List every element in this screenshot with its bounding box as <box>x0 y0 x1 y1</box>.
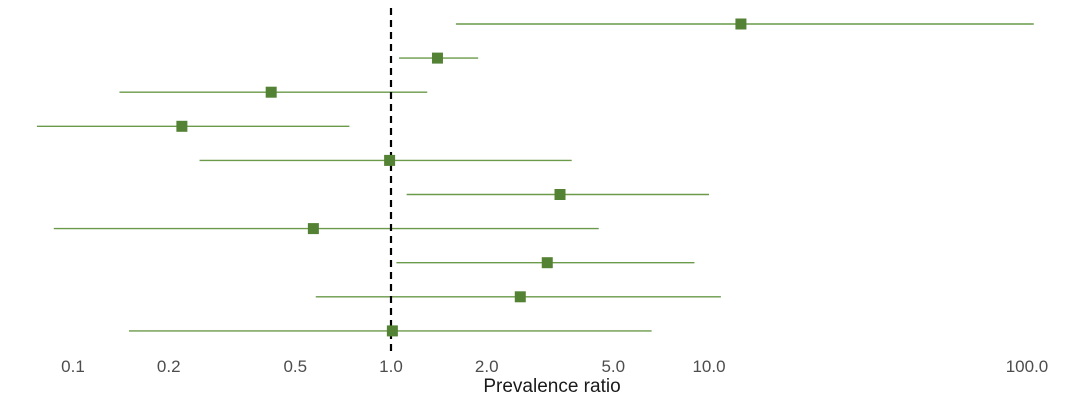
x-tick-label-6: 5.0 <box>601 357 625 376</box>
x-tick-label-7: 10.0 <box>692 357 725 376</box>
x-tick-label-1: 0.1 <box>61 357 85 376</box>
x-tick-label-2: 0.2 <box>157 357 181 376</box>
estimate-marker-row-8 <box>541 257 553 269</box>
x-tick-label-8: 100.0 <box>1006 357 1049 376</box>
estimate-marker-row-1 <box>735 18 747 30</box>
estimate-marker-row-7 <box>307 223 319 235</box>
estimate-marker-row-10 <box>386 325 398 337</box>
estimate-marker-row-2 <box>431 52 443 64</box>
estimate-marker-row-4 <box>176 120 188 132</box>
x-tick-label-3: 0.5 <box>283 357 307 376</box>
x-axis-title: Prevalence ratio <box>483 376 620 397</box>
estimate-marker-row-3 <box>265 86 277 98</box>
point-estimates <box>176 18 747 337</box>
estimate-marker-row-5 <box>384 154 396 166</box>
x-axis-ticks: 0.1 0.2 0.5 1.0 2.0 5.0 10.0 100.0 <box>61 357 1048 376</box>
confidence-intervals <box>36 23 1034 332</box>
x-tick-label-5: 2.0 <box>475 357 499 376</box>
estimate-marker-row-6 <box>554 189 566 200</box>
estimate-marker-row-9 <box>514 291 526 303</box>
x-tick-label-4: 1.0 <box>379 357 403 376</box>
